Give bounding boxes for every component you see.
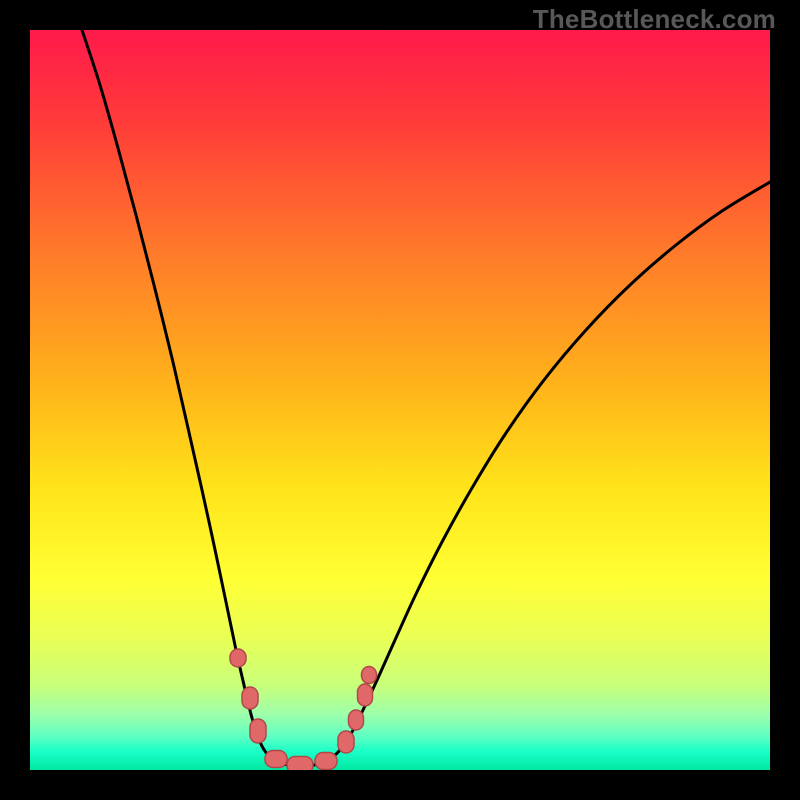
data-marker — [242, 687, 258, 709]
chart-frame: TheBottleneck.com — [0, 0, 800, 800]
watermark-text: TheBottleneck.com — [533, 4, 776, 35]
data-marker — [358, 684, 373, 706]
data-marker — [315, 753, 337, 770]
data-marker — [230, 649, 246, 667]
data-marker — [265, 751, 287, 768]
gradient-background — [30, 30, 770, 770]
data-marker — [349, 710, 364, 730]
data-marker — [338, 731, 354, 753]
chart-svg — [30, 30, 770, 770]
plot-area — [30, 30, 770, 770]
data-marker — [287, 757, 313, 771]
data-marker — [250, 719, 266, 743]
data-marker — [362, 667, 377, 684]
